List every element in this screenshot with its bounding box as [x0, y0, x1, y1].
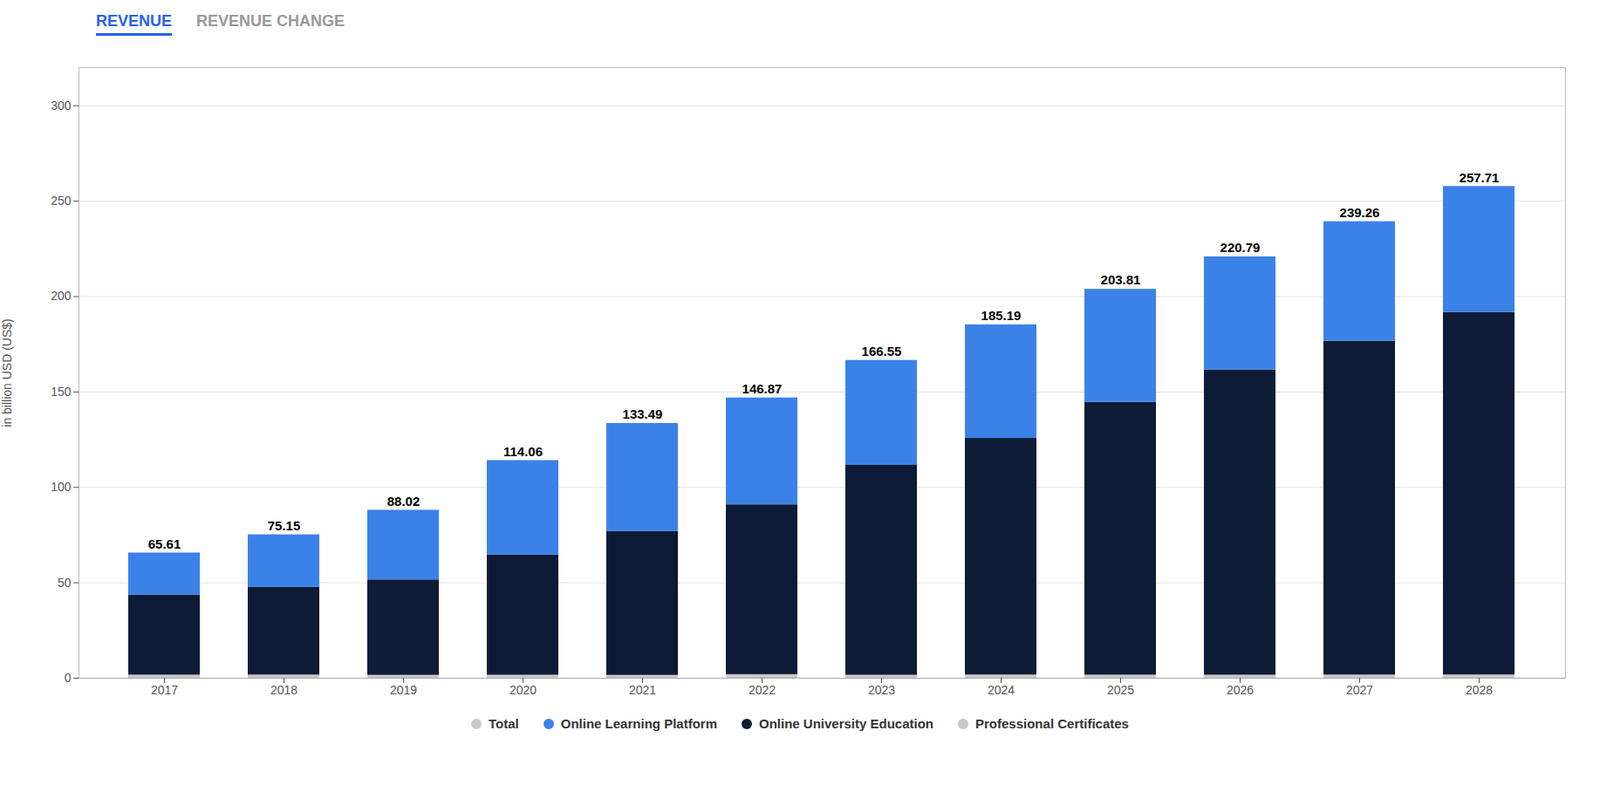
html-text:Total: Total [488, 716, 519, 732]
svg-text:2019: 2019 [389, 683, 418, 698]
svg-text:185.19: 185.19 [981, 307, 1022, 323]
svg-text:2021: 2021 [629, 683, 657, 698]
svg-text:2028: 2028 [1465, 683, 1493, 698]
svg-text:150: 150 [50, 384, 72, 399]
svg-text:75.15: 75.15 [267, 518, 301, 534]
html-text:Online Learning Platform: Online Learning Platform [560, 716, 718, 732]
html-text:REVENUE CHANGE: REVENUE CHANGE [196, 12, 345, 30]
svg-text:200: 200 [50, 288, 72, 303]
svg-text:2020: 2020 [509, 683, 537, 698]
svg-text:220.79: 220.79 [1220, 239, 1261, 255]
svg-text:2024: 2024 [987, 683, 1015, 698]
svg-text:100: 100 [50, 479, 72, 494]
svg-text:146.87: 146.87 [742, 381, 783, 397]
svg-text:133.49: 133.49 [622, 406, 664, 422]
svg-text:2018: 2018 [270, 683, 298, 698]
svg-text:257.71: 257.71 [1459, 170, 1500, 185]
svg-text:239.26: 239.26 [1340, 205, 1381, 220]
svg-text:300: 300 [50, 98, 72, 113]
svg-text:2027: 2027 [1346, 683, 1374, 698]
svg-text:2023: 2023 [868, 683, 896, 698]
svg-text:0: 0 [64, 670, 72, 685]
svg-text:166.55: 166.55 [861, 343, 903, 359]
svg-text:203.81: 203.81 [1100, 272, 1142, 288]
html-text:REVENUE: REVENUE [95, 12, 172, 30]
svg-text:in billion USD (US$): in billion USD (US$) [0, 318, 14, 427]
svg-text:2026: 2026 [1226, 683, 1254, 698]
svg-text:250: 250 [50, 193, 72, 208]
html-text:Professional Certificates: Professional Certificates [975, 716, 1129, 732]
svg-text:114.06: 114.06 [503, 444, 543, 459]
svg-text:65.61: 65.61 [148, 536, 182, 552]
svg-text:2022: 2022 [748, 683, 776, 698]
svg-text:50: 50 [57, 575, 72, 590]
html-text:Online University Education: Online University Education [758, 716, 934, 732]
svg-text:2025: 2025 [1107, 683, 1135, 698]
svg-text:88.02: 88.02 [387, 493, 421, 509]
svg-text:2017: 2017 [150, 683, 178, 698]
